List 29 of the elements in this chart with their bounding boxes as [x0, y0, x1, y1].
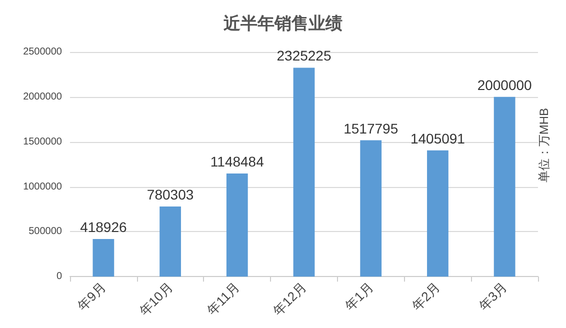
bar: [160, 206, 181, 277]
bar: [226, 173, 248, 277]
y-tick-label: 2500000: [23, 46, 62, 58]
bar: [494, 96, 516, 277]
chart-title: 近半年销售业绩: [222, 14, 342, 33]
y-tick-label: 0: [56, 271, 62, 282]
bar: [360, 140, 382, 277]
bar: [427, 150, 448, 277]
x-tick-label: 年1月: [342, 279, 376, 314]
x-tick-label: 年10月: [136, 279, 176, 319]
x-tick-label: 年2月: [408, 279, 444, 314]
data-label: 2325225: [276, 48, 332, 64]
data-label: 2000000: [477, 76, 532, 93]
y-tick-label: 500000: [28, 226, 62, 238]
x-tick-label: 年12月: [270, 279, 310, 319]
bar: [293, 68, 315, 277]
annotation: 单位：万MHB: [537, 108, 551, 183]
data-label: 1517795: [344, 120, 398, 136]
y-tick-label: 1500000: [23, 136, 62, 148]
data-label: 1148484: [210, 153, 264, 170]
y-tick-label: 1000000: [23, 181, 62, 192]
data-label: 780303: [146, 186, 194, 203]
data-label: 1405091: [410, 130, 466, 146]
x-tick-label: 年9月: [74, 279, 109, 314]
y-tick-label: 2000000: [23, 91, 62, 102]
x-tick-label: 年3月: [476, 279, 510, 314]
x-tick-label: 年11月: [204, 279, 242, 318]
data-label: 418926: [80, 219, 127, 236]
bar: [92, 239, 114, 277]
